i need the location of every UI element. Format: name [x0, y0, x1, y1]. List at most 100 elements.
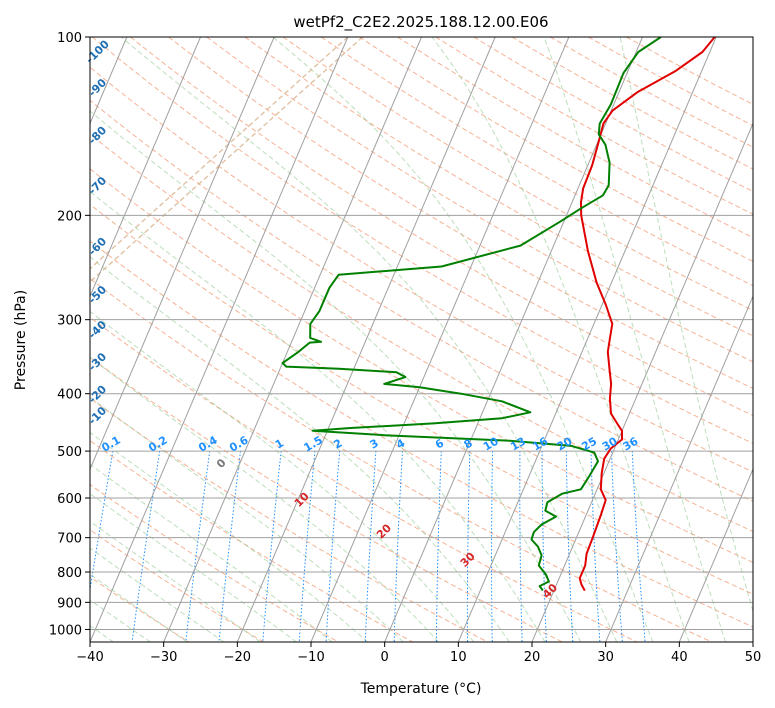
dry-adiabat	[244, 37, 753, 337]
isotherm	[457, 37, 717, 642]
x-tick-label: 50	[745, 650, 762, 665]
y-tick-label: 800	[57, 566, 82, 581]
x-tick-label: 40	[671, 650, 688, 665]
moist-adiabat	[90, 310, 475, 642]
y-tick-label: 200	[57, 209, 82, 224]
x-tick-label: −10	[297, 650, 324, 665]
moist-adiabat	[431, 37, 690, 642]
isotherm	[90, 37, 201, 298]
y-tick-label: 300	[57, 314, 82, 329]
x-tick-label: 30	[597, 650, 614, 665]
mixing-ratio-line	[325, 451, 341, 642]
isotherm	[384, 37, 643, 642]
isotherm	[752, 640, 753, 642]
isotherm	[236, 37, 496, 642]
moist-adiabat	[90, 356, 439, 642]
mixing-ratio-label: 2	[331, 437, 344, 452]
dry-adiabat	[511, 37, 753, 170]
dry-adiabat	[90, 99, 753, 502]
background-reference-lines	[90, 37, 753, 642]
mixing-ratio-line	[298, 451, 316, 642]
dry-adiabat	[359, 37, 753, 263]
x-tick-label: 20	[524, 650, 541, 665]
isotherm	[163, 37, 422, 642]
dry-adiabat-label: -10	[86, 404, 109, 427]
y-tick-label: 1000	[49, 623, 82, 638]
y-tick-label: 600	[57, 492, 82, 507]
dry-adiabat	[90, 168, 753, 563]
x-tick-label: 0	[381, 650, 389, 665]
dry-adiabat	[90, 440, 414, 642]
x-axis: −40 −30 −20 −10 0 10 20 30 40 50	[76, 642, 761, 665]
isotherm	[678, 467, 753, 642]
dry-adiabat-label: -80	[86, 124, 109, 147]
isotherm	[90, 37, 275, 471]
dry-adiabat	[90, 240, 753, 628]
dry-adiabat-label: -50	[86, 283, 109, 306]
y-tick-label: 100	[57, 31, 82, 46]
dry-adiabat	[320, 37, 753, 287]
moist-adiabat	[543, 37, 727, 642]
moist-adiabat-label: 20	[374, 521, 394, 541]
isotherm	[531, 122, 753, 642]
moist-adiabat	[90, 493, 297, 642]
x-tick-label: −20	[224, 650, 251, 665]
mixing-ratio-line	[262, 451, 282, 642]
dry-adiabat-label: -70	[86, 174, 109, 197]
moist-adiabat	[90, 463, 333, 642]
y-tick-label: 500	[57, 445, 82, 460]
dry-adiabat-label: -100	[83, 37, 112, 66]
x-axis-label: Temperature (°C)	[360, 681, 482, 697]
dry-adiabat	[90, 356, 563, 642]
y-tick-label: 700	[57, 532, 82, 547]
dry-adiabat	[90, 529, 264, 642]
mixing-ratio-line	[466, 451, 471, 642]
mixing-ratio-line	[364, 451, 377, 642]
plot-frame	[89, 36, 754, 643]
moist-adiabat	[90, 256, 510, 642]
moist-adiabat	[619, 37, 753, 613]
y-tick-label: 900	[57, 596, 82, 611]
mixing-ratio-line	[541, 451, 547, 642]
profile-line	[281, 37, 662, 592]
chart-title: wetPf2_C2E2.2025.188.12.00.E06	[293, 13, 548, 32]
moist-adiabat	[90, 547, 225, 642]
moist-adiabat	[90, 396, 404, 642]
isotherm	[90, 37, 349, 642]
dry-adiabat-label: -90	[86, 76, 109, 99]
moist-adiabat	[90, 520, 261, 642]
dry-adiabat-label: -20	[86, 383, 109, 406]
profile-lines	[281, 37, 716, 592]
mixing-ratio-line	[185, 451, 211, 642]
dry-adiabat	[282, 37, 753, 312]
mixing-ratio-line	[393, 451, 403, 642]
reference-curve	[90, 37, 364, 283]
dry-adiabat	[90, 66, 753, 473]
dry-adiabat-label: -30	[86, 350, 109, 373]
moist-adiabat-label: 30	[458, 549, 478, 569]
dry-adiabat	[90, 278, 712, 642]
y-axis-label: Pressure (hPa)	[13, 290, 29, 390]
moist-adiabat	[90, 431, 369, 642]
mixing-ratio-line	[131, 451, 161, 642]
mixing-ratio-line	[491, 451, 494, 642]
mixing-ratio-line	[565, 451, 574, 642]
mixing-ratio-line	[611, 451, 623, 642]
dry-adiabat	[90, 133, 753, 533]
mixing-ratio-label: 3	[368, 437, 381, 452]
mixing-ratio-label: 1	[273, 437, 286, 452]
x-tick-label: 10	[450, 650, 467, 665]
isotherm	[310, 37, 570, 642]
dry-adiabat	[91, 37, 753, 445]
isotherm	[605, 295, 753, 642]
mixing-ratio-line	[590, 451, 601, 642]
dry-adiabat	[90, 316, 638, 642]
y-axis: 100 200 300 400 500 600 700 800 900 1000	[49, 31, 90, 638]
x-tick-label: −40	[76, 650, 103, 665]
grid-lines	[90, 37, 753, 642]
dry-adiabat-label: -60	[86, 235, 109, 258]
mixing-ratio-label: 4	[394, 436, 407, 451]
dry-adiabat	[90, 397, 488, 642]
mixing-ratio-line	[435, 451, 442, 642]
